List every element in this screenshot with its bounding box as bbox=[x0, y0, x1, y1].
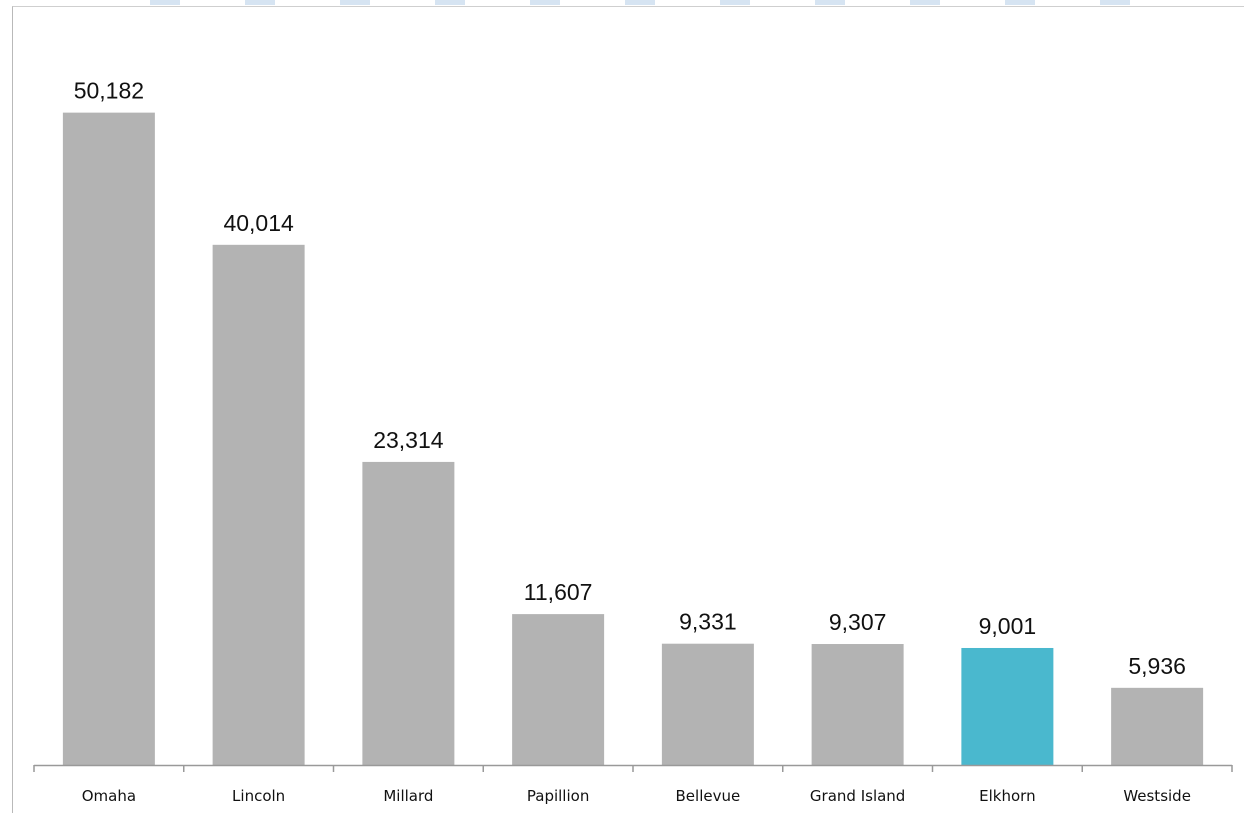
value-label: 23,314 bbox=[373, 427, 444, 453]
category-label: Grand Island bbox=[810, 787, 905, 805]
value-label: 9,307 bbox=[829, 609, 887, 635]
value-label: 9,331 bbox=[679, 609, 737, 635]
category-label: Lincoln bbox=[232, 787, 285, 805]
bar-papillion bbox=[512, 614, 605, 765]
value-label: 40,014 bbox=[223, 210, 294, 236]
category-label: Papillion bbox=[527, 787, 589, 805]
bar-elkhorn bbox=[961, 647, 1054, 765]
category-label: Elkhorn bbox=[979, 787, 1035, 805]
chart-frame bbox=[12, 6, 1244, 813]
category-label: Bellevue bbox=[676, 787, 741, 805]
category-label: Omaha bbox=[82, 787, 136, 805]
bars-group bbox=[62, 112, 1204, 765]
value-labels-group: 50,182 40,014 23,314 11,607 9,331 9,307 9,001 5… bbox=[74, 78, 1186, 679]
bar-bellevue bbox=[661, 643, 754, 765]
value-label: 11,607 bbox=[524, 579, 593, 605]
bar-grand-island bbox=[811, 644, 904, 765]
bar-westside bbox=[1111, 687, 1204, 765]
value-label: 50,182 bbox=[74, 78, 144, 104]
category-label: Westside bbox=[1123, 787, 1191, 805]
bar-lincoln bbox=[212, 244, 305, 765]
category-labels-group: Omaha Lincoln Millard Papillion Bellevue Gran… bbox=[82, 787, 1191, 805]
value-label: 9,001 bbox=[979, 613, 1037, 639]
bar-millard bbox=[362, 461, 455, 765]
top-edge-strip bbox=[150, 0, 1150, 5]
x-axis bbox=[33, 764, 1233, 772]
value-label: 5,936 bbox=[1128, 653, 1186, 679]
bar-omaha bbox=[62, 112, 155, 765]
category-label: Millard bbox=[383, 787, 433, 805]
